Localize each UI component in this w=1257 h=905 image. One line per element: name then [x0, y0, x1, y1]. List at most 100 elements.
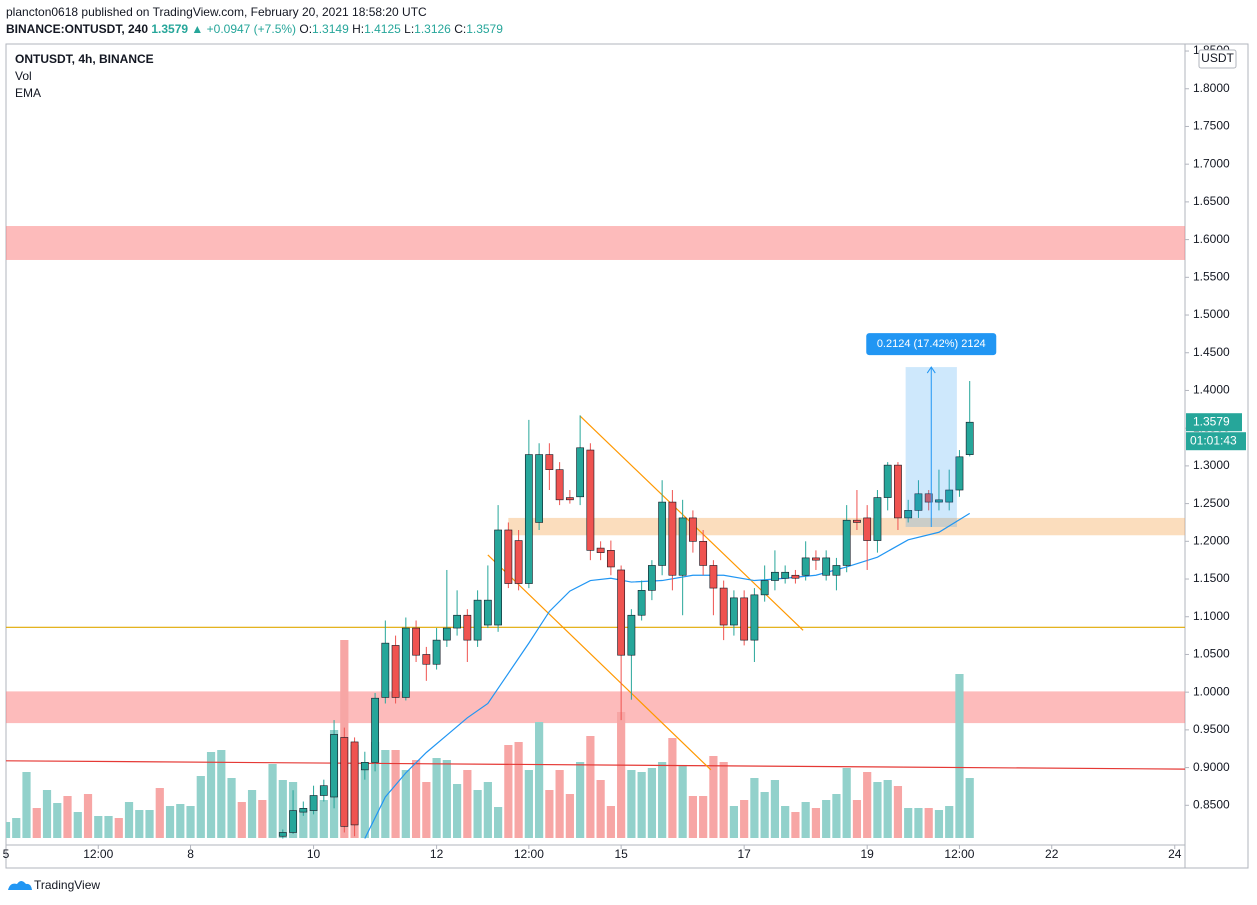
brand-name: TradingView	[34, 878, 100, 892]
trend-line	[487, 554, 712, 771]
volume-bar	[114, 818, 123, 838]
candle-body	[832, 565, 841, 576]
candle-body	[637, 590, 646, 616]
indicator-label: Vol	[15, 69, 32, 83]
candle-body	[955, 456, 964, 491]
volume-bar	[750, 778, 759, 838]
candle-body	[524, 454, 533, 584]
volume-bar	[770, 780, 780, 838]
volume-bar	[729, 806, 739, 838]
volume-bar	[442, 760, 451, 838]
volume-bar	[319, 800, 328, 838]
volume-bar	[473, 790, 482, 838]
volume-bar	[709, 756, 718, 838]
trend-line	[6, 760, 1185, 770]
candle-body	[422, 654, 431, 665]
candle-body	[494, 529, 502, 626]
candle-body	[658, 501, 667, 566]
y-tick-label: 1.2000	[1193, 533, 1230, 547]
candle-body	[842, 519, 851, 566]
volume-bar	[832, 794, 841, 838]
volume-bar	[893, 786, 903, 838]
y-tick-label: 1.2500	[1193, 496, 1230, 510]
volume-bar	[883, 780, 892, 838]
candle-body	[340, 737, 349, 827]
y-tick-label: 1.5000	[1193, 307, 1230, 321]
candle-body	[381, 642, 390, 698]
volume-bar	[504, 745, 513, 838]
measure-label-box	[866, 333, 997, 356]
candle-body	[935, 499, 943, 503]
volume-bar	[53, 803, 62, 838]
volume-bar	[606, 806, 615, 838]
candle-body	[565, 497, 574, 501]
volume-bar	[176, 804, 185, 838]
quote-line: BINANCE:ONTUSDT, 240 1.3579 ▲ +0.0947 (+…	[6, 21, 503, 38]
volume-bar	[63, 796, 72, 838]
volume-bar	[370, 742, 380, 838]
y-tick-label: 1.0000	[1193, 684, 1230, 698]
volume-bar	[955, 674, 964, 838]
volume-bar	[94, 816, 103, 838]
candle-body	[576, 447, 585, 498]
x-tick-label: 22	[1045, 847, 1059, 861]
candle-body	[463, 614, 472, 641]
candle-body	[483, 599, 492, 626]
candle-body	[719, 587, 728, 626]
last-price: 1.3579	[151, 22, 189, 36]
ohlc-value: 1.3126	[414, 22, 451, 36]
last-price-label: 1.3579	[1193, 414, 1230, 428]
volume-bar	[278, 780, 287, 838]
volume-bar	[514, 742, 523, 838]
volume-bar	[904, 808, 913, 838]
candle-body	[801, 557, 810, 576]
zone	[6, 691, 1185, 724]
currency-label: USDT	[1201, 51, 1234, 65]
volume-bar	[699, 796, 708, 838]
candle-body	[924, 493, 933, 503]
volume-bar	[401, 770, 410, 838]
volume-bar	[791, 812, 800, 838]
volume-bar	[483, 782, 492, 838]
volume-bar	[411, 760, 421, 838]
ohlc-key: H:	[352, 22, 365, 36]
candle-body	[289, 810, 297, 833]
volume-bar	[494, 807, 503, 838]
volume-bar	[452, 784, 462, 838]
price-change: ▲ +0.0947 (+7.5%)	[191, 22, 297, 36]
volume-bar	[719, 762, 728, 838]
x-tick-label: 15	[614, 847, 628, 861]
volume-bar	[227, 778, 236, 838]
candle-body	[330, 734, 338, 798]
candle-body	[678, 517, 687, 576]
volume-bar	[360, 770, 369, 838]
volume-bar	[145, 810, 154, 838]
candle-body	[730, 597, 738, 626]
volume-bar	[873, 782, 882, 838]
candle-body	[627, 614, 636, 656]
volume-bar	[22, 772, 31, 838]
y-tick-label: 0.8500	[1193, 797, 1230, 811]
y-tick-label: 1.3000	[1193, 458, 1230, 472]
chart-frame	[5, 43, 1249, 869]
volume-bar	[801, 802, 810, 838]
y-tick-label: 0.9000	[1193, 760, 1230, 774]
volume-bar	[463, 770, 472, 838]
volume-bar	[186, 806, 195, 838]
x-tick-label: 12:00	[944, 847, 974, 861]
volume-bar	[12, 818, 21, 838]
brand-logo	[8, 881, 32, 890]
candle-body	[535, 454, 544, 523]
y-tick-label: 0.9500	[1193, 722, 1230, 736]
volume-bar	[42, 790, 52, 838]
candle-body	[586, 449, 595, 551]
volume-bar	[135, 810, 144, 838]
x-tick-label: 5	[3, 847, 10, 861]
volume-bar	[422, 782, 431, 838]
candle-body	[822, 557, 831, 576]
volume-bar	[206, 752, 216, 838]
volume-bar	[822, 800, 831, 838]
candle-body	[391, 645, 400, 698]
